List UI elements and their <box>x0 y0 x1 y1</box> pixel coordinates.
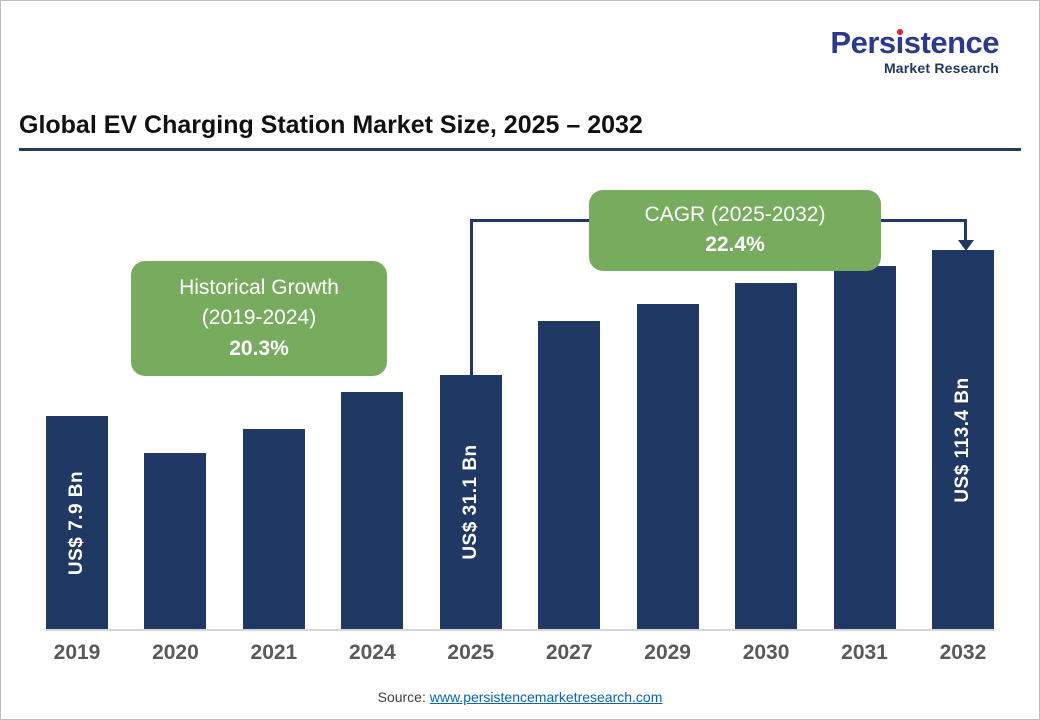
connector-vertical-2032 <box>964 219 967 242</box>
logo-text-pre: Pers <box>830 25 896 60</box>
logo-subtitle: Market Research <box>883 60 999 76</box>
x-axis-label-2020: 2020 <box>152 641 199 664</box>
title-underline <box>19 148 1021 151</box>
x-axis-label-2032: 2032 <box>939 641 987 664</box>
bar-chart: US$ 7.9 Bn US$ 31.1 Bn US$ 113.4 Bn <box>46 250 994 631</box>
cagr-callout-value: 22.4% <box>705 233 765 257</box>
logo-red-dot-i: ı <box>895 25 905 60</box>
bar-value-label: US$ 7.9 Bn <box>66 470 87 575</box>
connector-horizontal-right <box>859 219 966 222</box>
logo-text-post: stence <box>903 25 1000 60</box>
bar-value-label: US$ 31.1 Bn <box>459 444 481 560</box>
arrow-down-icon <box>958 240 974 251</box>
x-axis-label-2029: 2029 <box>644 641 691 664</box>
source-prefix: Source: <box>377 689 430 705</box>
cagr-callout: CAGR (2025-2032) 22.4% <box>589 190 881 271</box>
bar-2019: US$ 7.9 Bn <box>46 416 108 629</box>
x-axis-label-2031: 2031 <box>841 641 888 664</box>
bar-2027 <box>538 321 601 629</box>
source-line: Source: www.persistencemarketresearch.co… <box>1 689 1039 705</box>
chart-title: Global EV Charging Station Market Size, … <box>19 111 643 139</box>
connector-horizontal-left <box>470 219 591 222</box>
logo: Persıstence Market Research <box>830 27 999 75</box>
bar-2021 <box>242 429 305 629</box>
bar-2032: US$ 113.4 Bn <box>931 250 994 629</box>
x-axis-label-2021: 2021 <box>250 641 298 664</box>
source-link[interactable]: www.persistencemarketresearch.com <box>429 689 663 705</box>
cagr-callout-line1: CAGR (2025-2032) <box>644 203 826 226</box>
historical-callout-line1: Historical Growth <box>179 276 339 299</box>
historical-callout-value: 20.3% <box>229 336 289 360</box>
x-axis-label-2030: 2030 <box>742 641 790 664</box>
bar-2025: US$ 31.1 Bn <box>439 375 502 629</box>
logo-wordmark: Persıstence <box>830 27 999 58</box>
historical-growth-callout: Historical Growth (2019-2024) 20.3% <box>131 261 387 377</box>
x-axis-labels: 2019 2020 2021 2024 2025 2027 2029 2030 2031 2032 <box>46 641 994 665</box>
bar-2030 <box>735 283 798 629</box>
historical-callout-line2: (2019-2024) <box>201 306 317 330</box>
x-axis-label-2027: 2027 <box>545 641 593 664</box>
connector-vertical-2025 <box>470 219 473 375</box>
x-axis-label-2025: 2025 <box>447 641 495 664</box>
x-axis-label-2019: 2019 <box>53 641 101 664</box>
bar-2031 <box>833 266 896 629</box>
bar-2020 <box>144 453 207 629</box>
bar-2029 <box>636 304 699 629</box>
x-axis-label-2024: 2024 <box>348 641 396 664</box>
bar-2024 <box>341 392 404 629</box>
bar-value-label: US$ 113.4 Bn <box>951 376 973 503</box>
